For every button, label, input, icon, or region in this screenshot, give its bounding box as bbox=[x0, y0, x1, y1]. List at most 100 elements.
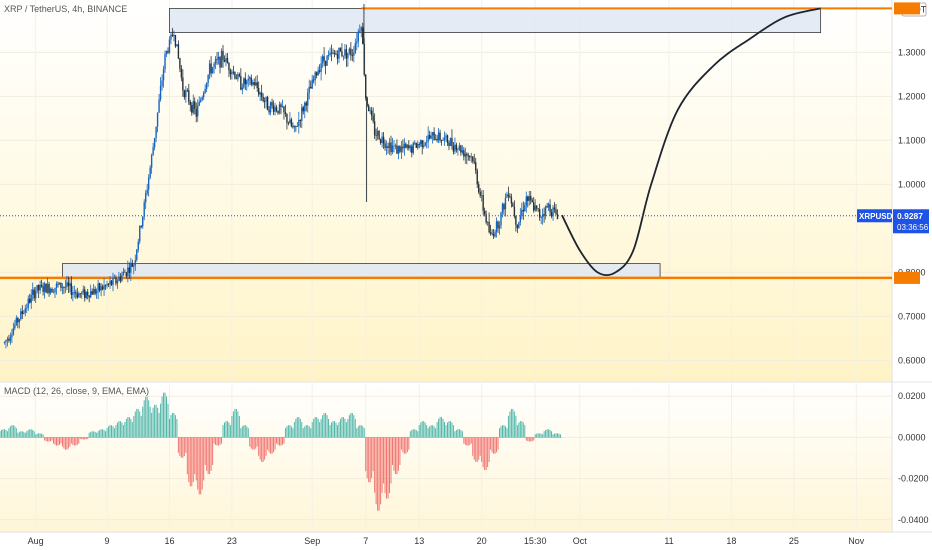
candle-body bbox=[124, 271, 126, 273]
candle-body bbox=[341, 51, 343, 57]
macd-tick-label: 0.0200 bbox=[898, 391, 926, 401]
candle-body bbox=[417, 144, 419, 148]
candle-body bbox=[220, 50, 223, 68]
candle-body bbox=[204, 88, 206, 93]
macd-histogram bbox=[0, 392, 562, 511]
candle-body bbox=[525, 196, 527, 206]
price-pane[interactable] bbox=[0, 0, 892, 382]
candle-body bbox=[519, 215, 522, 223]
candle-body bbox=[29, 298, 31, 303]
candle-body bbox=[49, 288, 52, 294]
candle-body bbox=[64, 287, 67, 288]
candle-body bbox=[98, 283, 101, 291]
candle-body bbox=[174, 34, 177, 47]
candle-body bbox=[159, 85, 162, 100]
candle-body bbox=[550, 212, 553, 217]
candle-body bbox=[165, 50, 168, 54]
candle-body bbox=[18, 319, 21, 323]
candle-body bbox=[412, 142, 414, 153]
candle-body bbox=[347, 52, 349, 59]
candle-body bbox=[409, 146, 412, 149]
macd-tick-label: -0.0200 bbox=[898, 474, 929, 484]
candle-body bbox=[107, 283, 110, 285]
candle-body bbox=[533, 202, 535, 211]
candle-body bbox=[134, 260, 136, 266]
candle-body bbox=[370, 110, 373, 116]
time-tick-label: Oct bbox=[573, 536, 588, 546]
candle-body bbox=[458, 145, 461, 150]
macd-axis[interactable]: 0.0200 0.0000 -0.0200 -0.0400 bbox=[898, 391, 929, 525]
candle-body bbox=[34, 291, 37, 299]
candle-body bbox=[287, 122, 290, 124]
candle-body bbox=[110, 280, 113, 285]
candle-body bbox=[475, 162, 477, 171]
candle-body bbox=[153, 137, 156, 148]
candle-body bbox=[112, 277, 114, 285]
candle-body bbox=[384, 143, 386, 148]
candle-body bbox=[500, 212, 502, 226]
candle-body bbox=[289, 119, 291, 124]
candle-body bbox=[431, 132, 434, 136]
candle-body bbox=[109, 280, 111, 285]
candle-body bbox=[131, 262, 134, 267]
candle-body bbox=[191, 105, 193, 113]
candle-body bbox=[180, 68, 183, 78]
candle-body bbox=[45, 283, 47, 293]
candle-body bbox=[36, 285, 38, 292]
candle-body bbox=[491, 233, 493, 235]
candle-body bbox=[295, 125, 297, 127]
candle-body bbox=[152, 147, 154, 156]
candle-body bbox=[367, 105, 370, 112]
candle-body bbox=[234, 72, 236, 79]
time-tick-label: 15:30 bbox=[524, 536, 547, 546]
candle-body bbox=[91, 291, 93, 295]
candle-body bbox=[414, 142, 416, 144]
candle-body bbox=[247, 78, 249, 81]
time-axis[interactable]: Aug 9 16 23 Sep 7 13 20 15:30 Oct 11 18 25 Nov bbox=[28, 536, 865, 546]
candle-body bbox=[128, 267, 131, 273]
demand-zone[interactable] bbox=[62, 263, 661, 279]
macd-pane[interactable] bbox=[0, 382, 892, 532]
candle-body bbox=[375, 135, 377, 137]
candle-body bbox=[76, 293, 79, 298]
candle-body bbox=[348, 48, 351, 53]
candle-body bbox=[104, 285, 107, 287]
candle-body bbox=[237, 74, 239, 80]
candle-body bbox=[433, 132, 435, 141]
candle-body bbox=[448, 142, 450, 146]
candle-body bbox=[394, 145, 397, 147]
supply-zone[interactable] bbox=[169, 7, 822, 34]
candle-body bbox=[489, 232, 492, 234]
candle-body bbox=[189, 102, 191, 106]
candle-body bbox=[231, 71, 233, 75]
candle-body bbox=[457, 149, 459, 151]
candle-body bbox=[537, 208, 539, 210]
candle-body bbox=[43, 283, 46, 292]
candles-layer bbox=[3, 4, 559, 349]
candle-body bbox=[130, 262, 132, 273]
candle-body bbox=[79, 293, 81, 295]
time-tick-label: 9 bbox=[105, 536, 110, 546]
candle-body bbox=[257, 88, 260, 95]
candle-body bbox=[547, 204, 550, 208]
candle-body bbox=[332, 52, 334, 54]
level-badges bbox=[894, 2, 920, 284]
price-axis[interactable]: 1.30001.20001.10001.00000.80000.70000.60… bbox=[898, 47, 926, 365]
projection-curve[interactable] bbox=[561, 7, 821, 277]
candle-body bbox=[424, 142, 426, 146]
candle-body bbox=[439, 132, 441, 141]
candle-body bbox=[483, 210, 486, 215]
candle-body bbox=[52, 292, 55, 294]
candle-body bbox=[466, 153, 468, 156]
candle-body bbox=[488, 221, 490, 233]
candle-body bbox=[528, 196, 530, 201]
candle-body bbox=[241, 87, 244, 90]
candle-body bbox=[320, 63, 322, 72]
candle-body bbox=[494, 231, 496, 237]
candle-body bbox=[250, 77, 252, 85]
candle-body bbox=[369, 110, 371, 112]
candle-body bbox=[89, 291, 92, 298]
candle-body bbox=[225, 57, 227, 62]
candle-body bbox=[268, 110, 270, 113]
